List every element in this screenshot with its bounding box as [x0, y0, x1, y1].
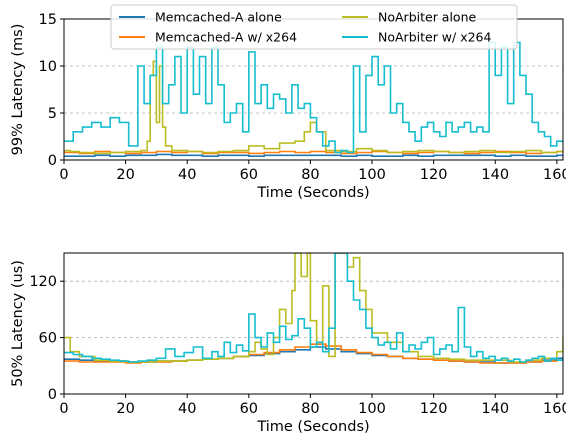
legend-label: Memcached-A alone [155, 10, 282, 25]
x-tick-label: 60 [240, 401, 258, 417]
y-axis-label: 99% Latency (ms) [10, 24, 26, 156]
x-axis-label: Time (Seconds) [256, 419, 369, 435]
series-line-noarbiter-w-x264 [64, 41, 563, 154]
y-tick-label: 120 [29, 274, 57, 290]
x-axis-label: Time (Seconds) [256, 185, 369, 201]
x-tick-label: 20 [116, 401, 134, 417]
x-tick-label: 20 [116, 167, 134, 183]
x-tick-label: 160 [543, 167, 566, 183]
x-tick-label: 0 [59, 167, 68, 183]
series-group [64, 41, 563, 157]
top-chart: 0 20 40 60 80 100 120 140 160 0 5 10 15 Time (Seconds… [10, 12, 566, 201]
x-tick-label: 140 [481, 401, 509, 417]
y-tick-label: 10 [39, 59, 57, 75]
series-group [64, 253, 563, 364]
y-tick-label: 60 [39, 331, 57, 347]
x-tick-label: 60 [240, 167, 258, 183]
x-tick-label: 0 [59, 401, 68, 417]
x-tick-label: 100 [358, 401, 386, 417]
series-line-memcached-a-alone [64, 153, 563, 157]
series-line-noarbiter-alone [64, 60, 563, 155]
x-tick-label: 160 [543, 401, 566, 417]
x-tick-label: 100 [358, 167, 386, 183]
legend-label: NoArbiter alone [378, 10, 477, 25]
plot-frame [63, 252, 564, 395]
legend: Memcached-A alone Memcached-A w/ x264 NoAr… [110, 4, 518, 50]
x-tick-label: 120 [420, 167, 448, 183]
x-tick-label: 140 [481, 167, 509, 183]
y-tick-label: 15 [39, 12, 57, 28]
series-line-noarbiter-alone [64, 253, 563, 363]
x-tick-label: 40 [178, 401, 196, 417]
x-tick-label: 40 [178, 167, 196, 183]
bottom-chart: 0 20 40 60 80 100 120 140 160 0 60 120 Time (Seconds… [10, 252, 566, 435]
legend-box [110, 4, 518, 50]
y-tick-label: 0 [48, 387, 57, 403]
series-line-noarbiter-w-x264 [64, 253, 563, 363]
y-tick-label: 0 [48, 153, 57, 169]
legend-label: Memcached-A w/ x264 [155, 30, 297, 45]
x-tick-label: 80 [301, 167, 319, 183]
x-tick-label: 80 [301, 401, 319, 417]
y-tick-label: 5 [48, 106, 57, 122]
y-axis-label: 50% Latency (us) [10, 260, 26, 387]
legend-label: NoArbiter w/ x264 [378, 30, 492, 45]
x-tick-label: 120 [420, 401, 448, 417]
